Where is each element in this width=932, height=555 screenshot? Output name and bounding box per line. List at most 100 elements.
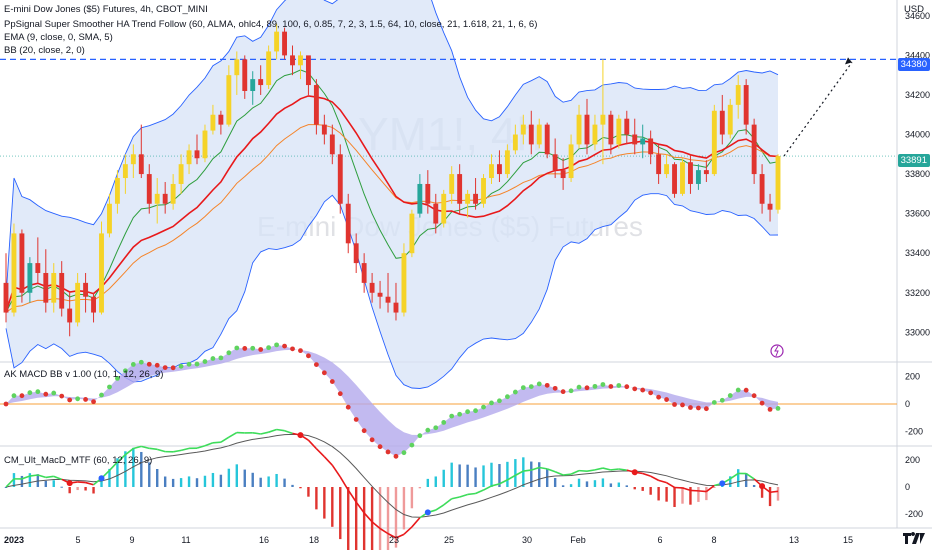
candle-body — [155, 194, 160, 204]
cm-macd-segment — [86, 483, 94, 485]
symbol-title: E-mini Dow Jones ($5) Futures, 4h, CBOT_… — [4, 4, 208, 15]
tradingview-logo-icon[interactable] — [902, 530, 928, 548]
cm-histogram-bar — [705, 487, 707, 500]
cm-macd-segment — [698, 491, 706, 492]
cm-macd-segment — [316, 449, 324, 457]
time-tick-label: 13 — [789, 535, 799, 545]
candle-body — [712, 111, 717, 174]
cm-histogram-bar — [657, 487, 659, 500]
cm-histogram-bar — [379, 487, 381, 550]
macd-dot — [521, 385, 526, 390]
candle-body — [760, 174, 765, 204]
macd-dot — [553, 386, 558, 391]
cm-cross-marker — [425, 509, 431, 515]
macd-dot — [187, 362, 192, 367]
macd-dot — [234, 346, 239, 351]
macd-dot — [545, 383, 550, 388]
cm-histogram-bar — [371, 487, 373, 550]
candle-body — [545, 125, 550, 155]
macd-dot — [51, 391, 56, 396]
cm-macd-segment — [46, 476, 54, 477]
cm-macd-segment — [141, 446, 149, 448]
cm-histogram-bar — [466, 465, 468, 487]
cm-histogram-bar — [228, 469, 230, 487]
macd-dot — [314, 362, 319, 367]
cm-histogram-bar — [299, 487, 301, 488]
cm-macd-segment — [587, 470, 595, 471]
candle-body — [4, 283, 9, 313]
macd-dot — [632, 386, 637, 391]
candle-body — [433, 204, 438, 224]
cm-macd-segment — [181, 448, 189, 450]
cm-histogram-bar — [275, 474, 277, 487]
last-price-tag: 33891 — [898, 154, 930, 167]
macd-dot — [672, 402, 677, 407]
candle-body — [234, 59, 239, 75]
cm-macd-segment — [523, 470, 531, 471]
candle-body — [322, 125, 327, 135]
cm-histogram-bar — [649, 487, 651, 495]
macd-dot — [83, 397, 88, 402]
macd-dot — [457, 412, 462, 417]
candle-body — [258, 79, 263, 85]
cm-macd-segment — [659, 480, 667, 482]
cm-macd-segment — [261, 432, 269, 434]
candle-body — [632, 135, 637, 145]
cm-histogram-bar — [204, 476, 206, 487]
macd-dot — [163, 365, 168, 370]
cm-histogram-bar — [602, 478, 604, 487]
cm-macd-segment — [173, 450, 181, 451]
cm-histogram-bar — [291, 485, 293, 487]
cm-cross-marker — [759, 483, 765, 489]
macd-dot — [728, 393, 733, 398]
candle-body — [744, 85, 749, 125]
macd-dot — [616, 383, 621, 388]
cm-histogram-bar — [188, 476, 190, 487]
candle-body — [593, 125, 598, 145]
macd-dot — [648, 390, 653, 395]
macd-dot — [425, 428, 430, 433]
macd-dot — [250, 346, 255, 351]
candle-body — [497, 164, 502, 174]
cm-histogram-bar — [753, 485, 755, 487]
candle-body — [417, 184, 422, 214]
candle-body — [27, 263, 32, 293]
macd-dot — [266, 345, 271, 350]
cm-cross-marker — [67, 480, 73, 486]
candle-body — [19, 233, 24, 292]
cm-histogram-bar — [148, 462, 150, 487]
cm-histogram-bar — [53, 480, 55, 487]
macd-dot — [561, 389, 566, 394]
candle-body — [203, 131, 208, 159]
time-tick-label: 6 — [657, 535, 662, 545]
candle-body — [314, 85, 319, 125]
cm-tick-label: -200 — [905, 509, 923, 519]
cm-macd-segment — [229, 433, 237, 438]
time-tick-label: 2023 — [4, 535, 24, 545]
macd-dot — [394, 454, 399, 459]
cm-histogram-bar — [435, 476, 437, 487]
cm-macd-segment — [579, 471, 587, 472]
candle-body — [640, 138, 645, 144]
cm-cross-marker — [99, 475, 105, 481]
macd-tick-label: 0 — [905, 399, 910, 409]
cm-histogram-bar — [84, 487, 86, 491]
alert-icon-bolt — [775, 346, 778, 356]
candle-body — [250, 79, 255, 91]
macd-dot — [59, 394, 64, 399]
candle-body — [187, 150, 192, 164]
cm-macd-segment — [468, 493, 476, 494]
macd-dot — [35, 389, 40, 394]
cm-histogram-bar — [490, 463, 492, 487]
macd-dot — [298, 348, 303, 353]
time-tick-label: 8 — [711, 535, 716, 545]
cm-macd-segment — [571, 471, 579, 475]
cm-macd-segment — [133, 446, 141, 448]
cm-histogram-bar — [642, 487, 644, 491]
macd-dot — [760, 401, 765, 406]
candle-body — [282, 32, 287, 56]
macd-dot — [99, 393, 104, 398]
macd-dot — [258, 347, 263, 352]
